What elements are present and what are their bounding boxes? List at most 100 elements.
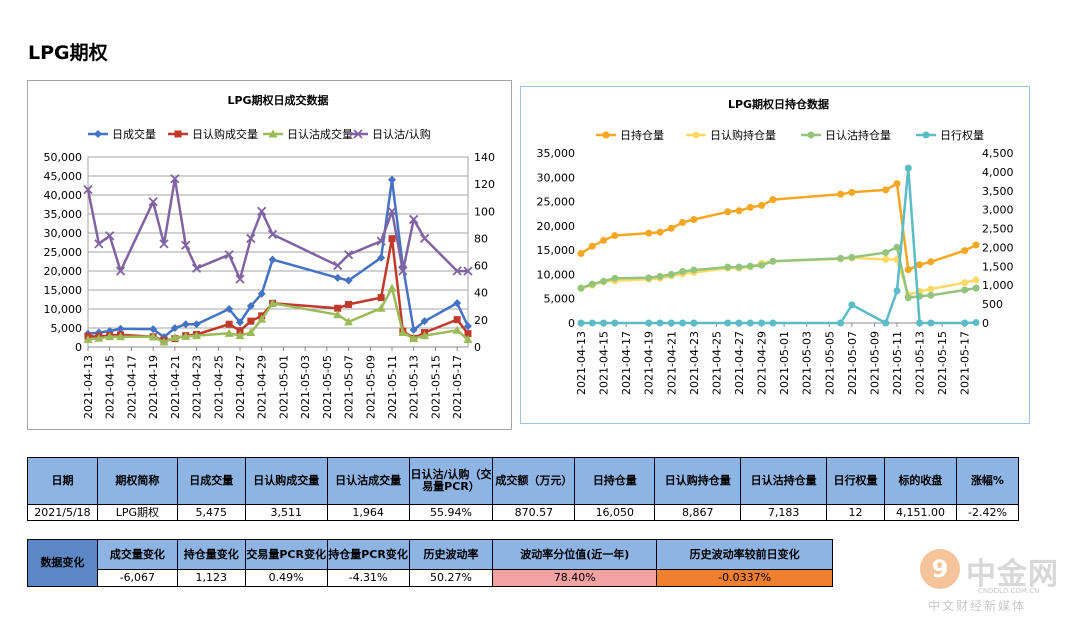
data-point bbox=[916, 261, 924, 269]
left-axis-tick-label: 25,000 bbox=[44, 246, 83, 259]
left-axis-tick-label: 15,000 bbox=[537, 244, 576, 257]
series-line-1 bbox=[87, 178, 470, 339]
data-point bbox=[735, 319, 743, 327]
page-title: LPG期权 bbox=[28, 42, 108, 64]
data-point bbox=[388, 235, 396, 243]
data-change-table: 数据变化 成交量变化 持仓量变化 交易量PCR变化 持仓量PCR变化 历史波动率… bbox=[27, 539, 833, 587]
data-point bbox=[116, 332, 126, 341]
data-point bbox=[181, 240, 191, 250]
right-axis-tick-label: 100 bbox=[474, 205, 495, 218]
data-point bbox=[611, 232, 619, 240]
data-point bbox=[246, 328, 256, 337]
data-point bbox=[236, 318, 244, 327]
data-point bbox=[848, 253, 856, 261]
data-point bbox=[191, 263, 202, 273]
daily-summary-table: 日期 期权简称 日成交量 日认购成交量 日认沽成交量 日认沽/认购（交易量PCR… bbox=[27, 457, 1020, 521]
x-axis-tick-label: 2021-05-01 bbox=[778, 331, 791, 395]
cell-exercise: 12 bbox=[826, 504, 885, 521]
data-point bbox=[735, 263, 743, 271]
header-put-oi: 日认沽持仓量 bbox=[740, 457, 828, 505]
data-point bbox=[345, 300, 353, 308]
data-point bbox=[170, 174, 180, 184]
cell-change-pct: -2.42% bbox=[955, 504, 1020, 521]
data-point bbox=[409, 325, 418, 334]
data-point bbox=[377, 253, 386, 262]
data-point bbox=[893, 180, 901, 188]
x-axis-tick-label: 2021-04-25 bbox=[212, 355, 225, 419]
x-axis-tick-label: 2021-05-15 bbox=[429, 355, 442, 419]
series-1 bbox=[577, 180, 980, 274]
legend-key-3-marker bbox=[268, 129, 278, 138]
data-point bbox=[409, 214, 419, 225]
left-axis-tick-label: 15,000 bbox=[44, 284, 83, 297]
data-point bbox=[690, 216, 698, 224]
cell-call-oi: 8,867 bbox=[654, 504, 742, 521]
data-point bbox=[679, 218, 687, 226]
legend-key-4-marker bbox=[353, 129, 363, 139]
header-volume-change: 成交量变化 bbox=[96, 539, 178, 570]
data-point bbox=[149, 325, 158, 334]
series-line-1 bbox=[580, 182, 977, 271]
data-point bbox=[769, 196, 777, 204]
data-point bbox=[344, 317, 354, 326]
x-axis-tick-label: 2021-04-21 bbox=[665, 331, 678, 395]
left-axis-tick-label: 5,000 bbox=[51, 322, 83, 335]
right-axis-tick-label: 140 bbox=[474, 151, 495, 164]
data-point bbox=[94, 239, 104, 249]
x-axis-tick-label: 2021-05-15 bbox=[936, 331, 949, 395]
legend-key-2-marker bbox=[174, 130, 182, 138]
series-line-4 bbox=[86, 177, 469, 281]
x-axis-tick-label: 2021-05-11 bbox=[891, 331, 904, 395]
data-point bbox=[927, 258, 935, 266]
legend-label-4: 日行权量 bbox=[940, 129, 984, 142]
data-point bbox=[246, 233, 256, 244]
data-point bbox=[116, 324, 125, 333]
table-header-row: 数据变化 成交量变化 持仓量变化 交易量PCR变化 持仓量PCR变化 历史波动率… bbox=[27, 539, 833, 587]
x-axis-tick-label: 2021-04-23 bbox=[191, 355, 204, 419]
data-point bbox=[257, 206, 267, 216]
legend-label-2: 日认购成交量 bbox=[192, 127, 258, 141]
data-point bbox=[645, 319, 653, 327]
chart-title: LPG期权日持仓数据 bbox=[728, 97, 829, 111]
right-axis-tick-label: 60 bbox=[474, 260, 488, 273]
data-point bbox=[453, 316, 461, 324]
x-axis-tick-label: 2021-04-23 bbox=[688, 331, 701, 395]
data-point bbox=[927, 319, 935, 327]
header-volatility-daily-change: 历史波动率较前日变化 bbox=[656, 539, 833, 570]
cell-volatility-daily-change: -0.0337% bbox=[656, 569, 833, 587]
data-point bbox=[577, 319, 585, 327]
data-point bbox=[387, 283, 397, 292]
table-header-row: 日期 期权简称 日成交量 日认购成交量 日认沽成交量 日认沽/认购（交易量PCR… bbox=[27, 457, 1020, 505]
legend-label-3: 日认沽持仓量 bbox=[825, 128, 891, 142]
data-point bbox=[464, 322, 472, 331]
data-point bbox=[972, 319, 980, 327]
cell-daily-volume: 5,475 bbox=[176, 504, 246, 521]
cell-volatility-percentile: 78.40% bbox=[492, 569, 658, 587]
data-point bbox=[388, 175, 396, 184]
header-call-volume: 日认购成交量 bbox=[244, 457, 328, 505]
x-axis-tick-label: 2021-05-13 bbox=[914, 331, 927, 395]
right-axis-tick-label: 4,000 bbox=[982, 166, 1014, 179]
header-oi-change: 持仓量变化 bbox=[176, 539, 246, 570]
table-row: -6,067 1,123 0.49% -4.31% 50.27% 78.40% … bbox=[28, 569, 833, 587]
data-point bbox=[724, 208, 732, 216]
data-point bbox=[600, 236, 608, 244]
legend-key-1-marker bbox=[94, 130, 102, 138]
data-point bbox=[247, 317, 255, 325]
header-change-pct: 涨幅% bbox=[955, 457, 1020, 505]
left-axis-tick-label: 30,000 bbox=[44, 227, 83, 240]
data-point bbox=[344, 276, 353, 285]
data-point bbox=[387, 206, 397, 216]
legend-label-4: 日认沽/认购 bbox=[372, 127, 431, 141]
legend-key-3-marker bbox=[807, 131, 815, 139]
header-volume-pcr: 日认沽/认购（交易量PCR） bbox=[408, 457, 494, 505]
data-point bbox=[463, 335, 473, 344]
data-point bbox=[600, 277, 608, 285]
data-point bbox=[758, 319, 766, 327]
x-axis-tick-label: 2021-05-03 bbox=[801, 331, 814, 395]
header-date: 日期 bbox=[27, 457, 98, 505]
data-point bbox=[645, 229, 653, 237]
x-axis-tick-label: 2021-04-25 bbox=[710, 331, 723, 395]
data-point bbox=[268, 298, 278, 307]
